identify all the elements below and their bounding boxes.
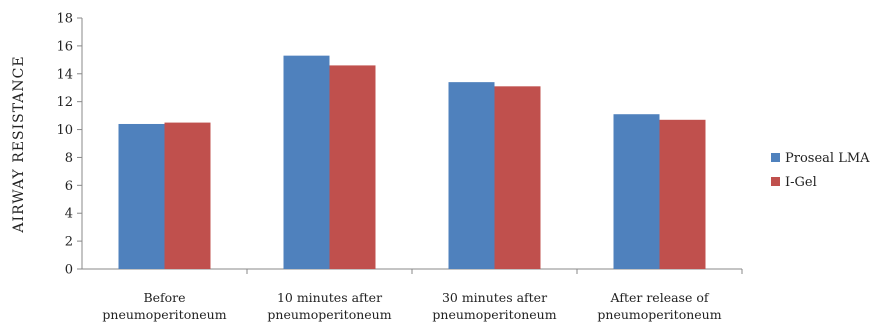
bar-proseal-lma <box>118 123 165 269</box>
y-tick-label: 10 <box>56 123 73 138</box>
legend: Proseal LMA I-Gel <box>771 151 870 190</box>
x-category-label: After release of pneumoperitoneum <box>597 290 721 322</box>
legend-label: Proseal LMA <box>785 151 870 166</box>
bar-proseal-lma <box>283 55 330 270</box>
bar-i-gel <box>659 119 706 270</box>
legend-swatch <box>771 153 780 162</box>
bar-proseal-lma <box>613 114 660 269</box>
y-tick-label: 6 <box>65 179 73 194</box>
x-category-label: 30 minutes after pneumoperitoneum <box>432 290 556 322</box>
legend-label: I-Gel <box>785 175 817 190</box>
y-tick-label: 16 <box>56 39 73 54</box>
y-axis-label: AIRWAY RESISTANCE <box>11 55 27 233</box>
y-tick-label: 0 <box>65 263 73 278</box>
bar-i-gel <box>329 65 376 270</box>
bar-i-gel <box>494 86 541 269</box>
y-tick-label: 4 <box>65 207 73 222</box>
x-category-label: 10 minutes after pneumoperitoneum <box>267 290 391 322</box>
y-tick-label: 18 <box>56 12 73 27</box>
bar-proseal-lma <box>448 82 495 270</box>
y-tick-label: 12 <box>56 95 73 110</box>
y-tick-label: 14 <box>56 67 73 82</box>
legend-swatch <box>771 177 780 186</box>
y-tick-label: 2 <box>65 235 73 250</box>
y-tick-label: 8 <box>65 151 73 166</box>
plot-area: 0 2 4 6 8 10 12 14 16 18 Before pneumoperitoneum 10 … <box>56 12 743 322</box>
x-category-label: Before pneumoperitoneum <box>102 290 226 322</box>
bar-i-gel <box>164 122 211 269</box>
